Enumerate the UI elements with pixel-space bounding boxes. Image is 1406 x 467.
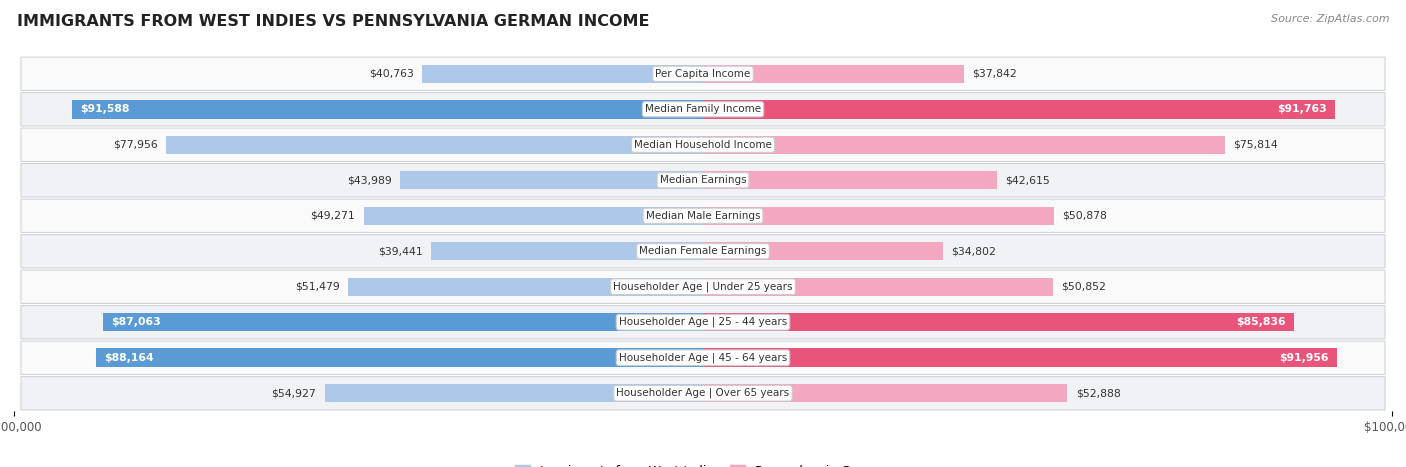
Bar — [703, 242, 943, 261]
Text: $91,956: $91,956 — [1278, 353, 1329, 363]
Text: $91,763: $91,763 — [1277, 104, 1327, 114]
Text: $54,927: $54,927 — [271, 388, 316, 398]
Bar — [432, 242, 703, 261]
Text: Median Male Earnings: Median Male Earnings — [645, 211, 761, 221]
Bar — [325, 384, 703, 403]
Text: $39,441: $39,441 — [378, 246, 423, 256]
FancyBboxPatch shape — [21, 234, 1385, 268]
Text: Householder Age | Over 65 years: Householder Age | Over 65 years — [616, 388, 790, 398]
Text: IMMIGRANTS FROM WEST INDIES VS PENNSYLVANIA GERMAN INCOME: IMMIGRANTS FROM WEST INDIES VS PENNSYLVA… — [17, 14, 650, 29]
Text: Median Female Earnings: Median Female Earnings — [640, 246, 766, 256]
Bar — [703, 64, 963, 83]
Text: $50,852: $50,852 — [1062, 282, 1107, 292]
Text: $91,588: $91,588 — [80, 104, 129, 114]
Text: Median Household Income: Median Household Income — [634, 140, 772, 150]
Bar — [72, 100, 703, 119]
FancyBboxPatch shape — [21, 341, 1385, 375]
Text: $52,888: $52,888 — [1076, 388, 1121, 398]
Text: $51,479: $51,479 — [295, 282, 340, 292]
Text: Householder Age | Under 25 years: Householder Age | Under 25 years — [613, 282, 793, 292]
Text: Householder Age | 25 - 44 years: Householder Age | 25 - 44 years — [619, 317, 787, 327]
Bar — [364, 206, 703, 225]
FancyBboxPatch shape — [21, 199, 1385, 233]
Text: $43,989: $43,989 — [347, 175, 392, 185]
Bar — [703, 135, 1225, 154]
Bar — [703, 171, 997, 190]
Text: $50,878: $50,878 — [1062, 211, 1107, 221]
Bar — [422, 64, 703, 83]
FancyBboxPatch shape — [21, 270, 1385, 304]
Text: $42,615: $42,615 — [1005, 175, 1050, 185]
FancyBboxPatch shape — [21, 163, 1385, 197]
Bar — [399, 171, 703, 190]
FancyBboxPatch shape — [21, 305, 1385, 339]
Bar — [703, 348, 1337, 367]
Text: Median Earnings: Median Earnings — [659, 175, 747, 185]
Text: $87,063: $87,063 — [111, 317, 162, 327]
Text: Source: ZipAtlas.com: Source: ZipAtlas.com — [1271, 14, 1389, 24]
Text: Per Capita Income: Per Capita Income — [655, 69, 751, 79]
Bar — [96, 348, 703, 367]
Text: Householder Age | 45 - 64 years: Householder Age | 45 - 64 years — [619, 353, 787, 363]
Bar — [703, 100, 1336, 119]
Legend: Immigrants from West Indies, Pennsylvania German: Immigrants from West Indies, Pennsylvani… — [509, 460, 897, 467]
Text: $88,164: $88,164 — [104, 353, 153, 363]
Bar — [703, 313, 1295, 332]
Text: $37,842: $37,842 — [972, 69, 1017, 79]
Bar — [703, 206, 1053, 225]
Text: $40,763: $40,763 — [368, 69, 413, 79]
Text: $49,271: $49,271 — [311, 211, 356, 221]
FancyBboxPatch shape — [21, 57, 1385, 91]
Text: Median Family Income: Median Family Income — [645, 104, 761, 114]
Bar — [103, 313, 703, 332]
Bar — [349, 277, 703, 296]
Bar — [703, 277, 1053, 296]
Text: $34,802: $34,802 — [950, 246, 995, 256]
FancyBboxPatch shape — [21, 128, 1385, 162]
Bar — [166, 135, 703, 154]
FancyBboxPatch shape — [21, 92, 1385, 126]
Text: $85,836: $85,836 — [1236, 317, 1286, 327]
Bar — [703, 384, 1067, 403]
FancyBboxPatch shape — [21, 376, 1385, 410]
Text: $77,956: $77,956 — [112, 140, 157, 150]
Text: $75,814: $75,814 — [1233, 140, 1278, 150]
